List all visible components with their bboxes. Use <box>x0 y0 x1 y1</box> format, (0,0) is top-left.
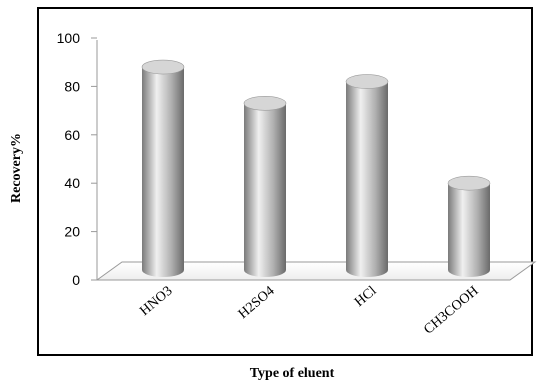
y-axis-title: Recovery% <box>9 133 24 203</box>
x-axis-title: Type of eluent <box>250 366 335 381</box>
x-axis-labels: HNO3 H2SO4 HCl CH3COOH <box>137 284 481 338</box>
bar-body <box>142 67 184 277</box>
floor-plane <box>95 261 537 281</box>
bar-top <box>447 175 491 191</box>
bar <box>345 74 389 277</box>
x-tick-label: H2SO4 <box>236 284 278 322</box>
bars <box>141 59 491 277</box>
y-tick-label: 0 <box>72 272 80 288</box>
y-tick-label: 80 <box>64 78 80 94</box>
x-tick-label: HNO3 <box>137 284 175 319</box>
plot-frame <box>37 7 533 356</box>
bar-top <box>243 96 287 111</box>
y-tick-label: 20 <box>64 224 80 240</box>
y-tick-label: 40 <box>64 175 80 191</box>
x-tick-label: CH3COOH <box>421 284 481 338</box>
bar-body <box>448 183 490 277</box>
y-tick-label: 100 <box>57 30 81 46</box>
y-axis-ticks: 0 20 40 60 80 100 <box>57 30 97 288</box>
bar-body <box>346 81 388 277</box>
y-tick-label: 60 <box>64 127 80 143</box>
bar <box>243 96 287 277</box>
bar-body <box>244 103 286 277</box>
x-tick-label: HCl <box>352 284 380 311</box>
bar <box>447 175 491 277</box>
bar <box>141 59 185 277</box>
bar-top <box>141 59 185 75</box>
bar-top <box>345 74 389 89</box>
